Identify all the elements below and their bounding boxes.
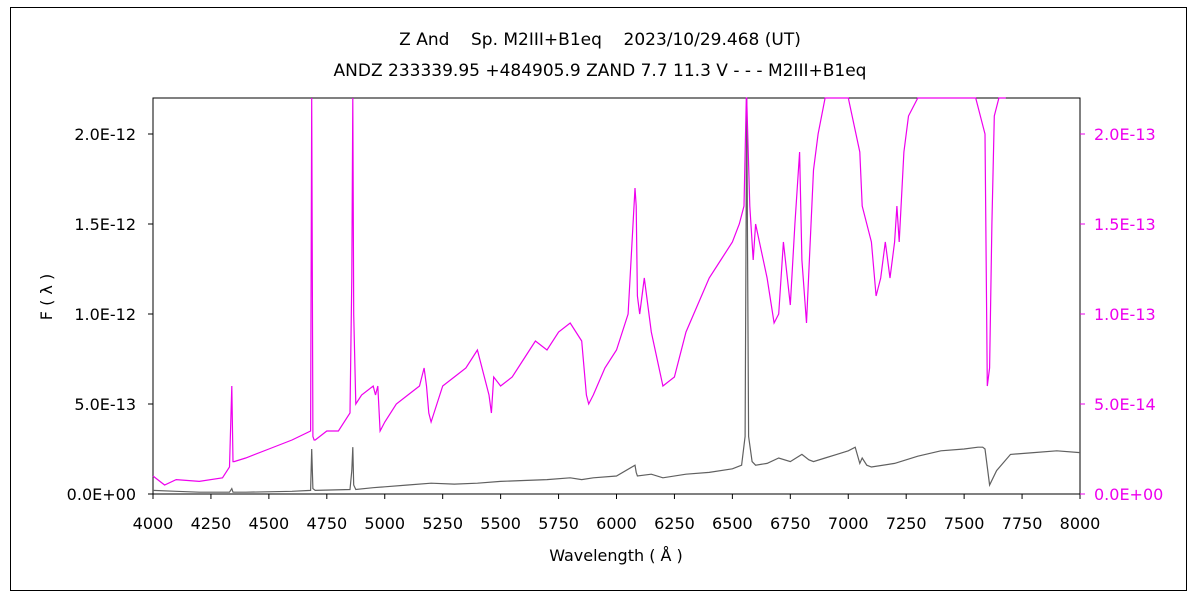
x-tick-label: 5250 (422, 514, 463, 533)
x-tick-label: 5750 (538, 514, 579, 533)
x-axis-label: Wavelength ( Å ) (549, 546, 683, 565)
x-tick-label: 7250 (886, 514, 927, 533)
y-right-tick-label: 2.0E-13 (1094, 125, 1156, 144)
x-tick-label: 6500 (712, 514, 753, 533)
chart-subtitle: ANDZ 233339.95 +484905.9 ZAND 7.7 11.3 V… (334, 61, 867, 81)
x-tick-label: 7000 (828, 514, 869, 533)
y-right-tick-label: 5.0E-14 (1094, 395, 1156, 414)
x-tick-label: 6000 (596, 514, 637, 533)
y-left-tick-label: 1.5E-12 (74, 215, 136, 234)
y-left-tick-label: 2.0E-12 (74, 125, 136, 144)
x-tick-label: 6750 (770, 514, 811, 533)
y-right-tick-label: 1.5E-13 (1094, 215, 1156, 234)
series-line-magenta (152, 97, 1006, 486)
x-tick-label: 7500 (944, 514, 985, 533)
x-tick-label: 4750 (306, 514, 347, 533)
series-layer (152, 97, 1081, 493)
y-axis-label: F ( λ ) (37, 274, 56, 320)
chart-title: Z And Sp. M2III+B1eq 2023/10/29.468 (UT) (399, 30, 801, 50)
chart-frame (10, 7, 1187, 591)
y-left-tick-label: 0.0E+00 (67, 485, 136, 504)
y-left-tick-label: 1.0E-12 (74, 305, 136, 324)
y-left-tick-label: 5.0E-13 (74, 395, 136, 414)
x-tick-label: 8000 (1060, 514, 1101, 533)
plot-area (152, 97, 1081, 495)
series-line-gray (152, 97, 1081, 493)
ticks-layer: 4000 4250 4500 4750 5000 5250 5500 5750 6000 6250… (67, 125, 1164, 533)
x-tick-label: 4250 (191, 514, 232, 533)
x-tick-label: 6250 (654, 514, 695, 533)
x-tick-label: 5000 (364, 514, 405, 533)
x-tick-label: 4500 (249, 514, 290, 533)
y-right-tick-label: 0.0E+00 (1094, 485, 1163, 504)
x-tick-label: 7750 (1002, 514, 1043, 533)
y-right-tick-label: 1.0E-13 (1094, 305, 1156, 324)
x-tick-label: 5500 (480, 514, 521, 533)
x-tick-label: 4000 (133, 514, 174, 533)
